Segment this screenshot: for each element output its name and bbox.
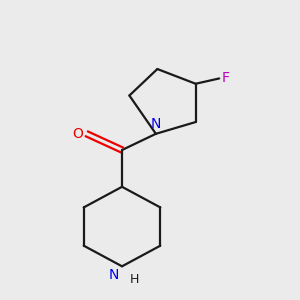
Text: N: N	[109, 268, 119, 282]
Text: O: O	[72, 127, 83, 141]
Text: N: N	[151, 117, 161, 131]
Text: H: H	[129, 273, 139, 286]
Text: F: F	[221, 71, 230, 85]
